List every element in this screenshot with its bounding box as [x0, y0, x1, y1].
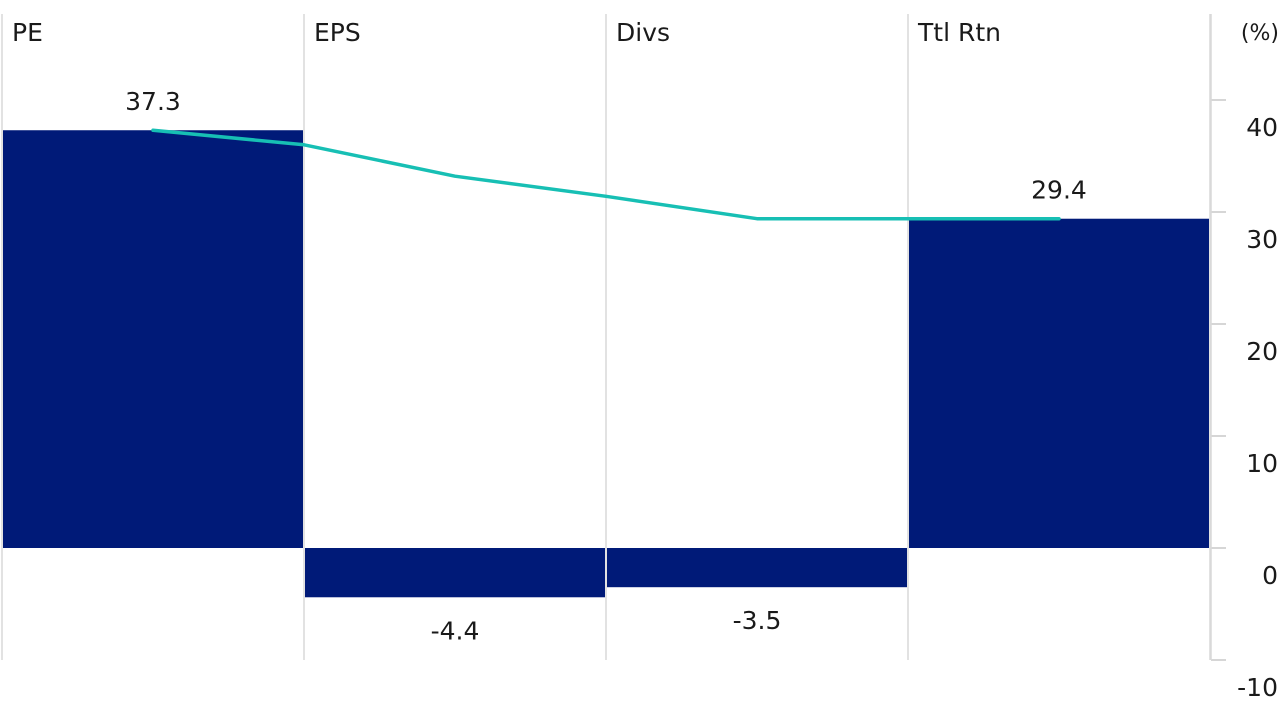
- y-tick-label: 40: [1246, 113, 1278, 142]
- category-label-pe: PE: [12, 18, 43, 47]
- bar-ttl-rtn: [909, 218, 1209, 548]
- column-dividers: [1, 14, 1211, 660]
- y-tick-label: -10: [1237, 673, 1278, 702]
- y-tick-label: 10: [1246, 449, 1278, 478]
- value-labels: 37.3 -4.4 -3.5 29.4: [125, 87, 1087, 645]
- value-label-eps: -4.4: [431, 616, 480, 645]
- category-label-eps: EPS: [314, 18, 361, 47]
- y-tick-label: 20: [1246, 337, 1278, 366]
- y-axis: -10 0 10 20 30 40: [1210, 14, 1278, 702]
- bar-eps: [305, 548, 605, 598]
- trend-line-layer: [151, 128, 1061, 221]
- value-label-pe: 37.3: [125, 87, 181, 116]
- category-label-divs: Divs: [616, 18, 670, 47]
- value-label-divs: -3.5: [733, 606, 782, 635]
- trend-line: [151, 128, 1061, 221]
- bars: [3, 130, 1209, 598]
- bar-divs: [607, 548, 907, 588]
- y-tick-label: 30: [1246, 225, 1278, 254]
- category-labels: PE EPS Divs Ttl Rtn: [12, 18, 1001, 47]
- y-axis-unit-label: (%): [1241, 21, 1279, 46]
- y-tick-label: 0: [1262, 561, 1278, 590]
- bar-pe: [3, 130, 303, 549]
- value-label-ttl-rtn: 29.4: [1031, 176, 1087, 205]
- category-label-ttl-rtn: Ttl Rtn: [917, 18, 1001, 47]
